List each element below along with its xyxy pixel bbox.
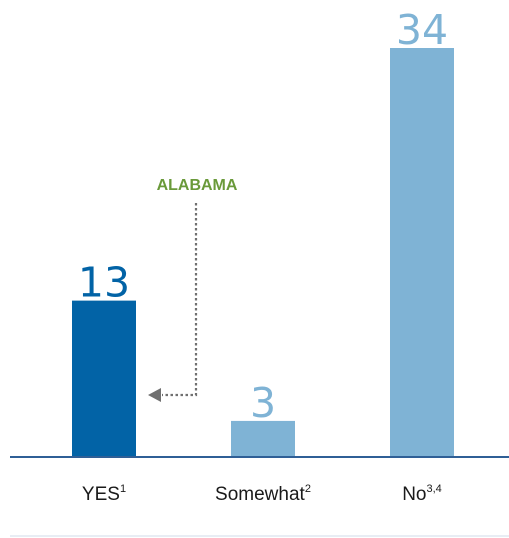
bar-yes: [72, 300, 136, 457]
annotation-label: ALABAMA: [157, 177, 238, 194]
annotation-arrowhead: [148, 388, 161, 402]
bars-group: [72, 48, 454, 457]
bar-somewhat: [231, 420, 295, 457]
category-labels-group: YES1 Somewhat2 No3,4: [82, 483, 442, 505]
alabama-annotation: ALABAMA: [148, 177, 238, 402]
value-labels-group: 13 3 34: [78, 6, 448, 427]
value-label-somewhat: 3: [250, 379, 276, 427]
category-label-somewhat: Somewhat2: [215, 483, 311, 505]
value-label-no: 34: [396, 6, 448, 54]
annotation-connector: [162, 203, 198, 397]
bar-no: [390, 48, 454, 457]
category-label-yes: YES1: [82, 483, 126, 505]
category-label-no: No3,4: [402, 483, 442, 505]
value-label-yes: 13: [78, 259, 130, 307]
